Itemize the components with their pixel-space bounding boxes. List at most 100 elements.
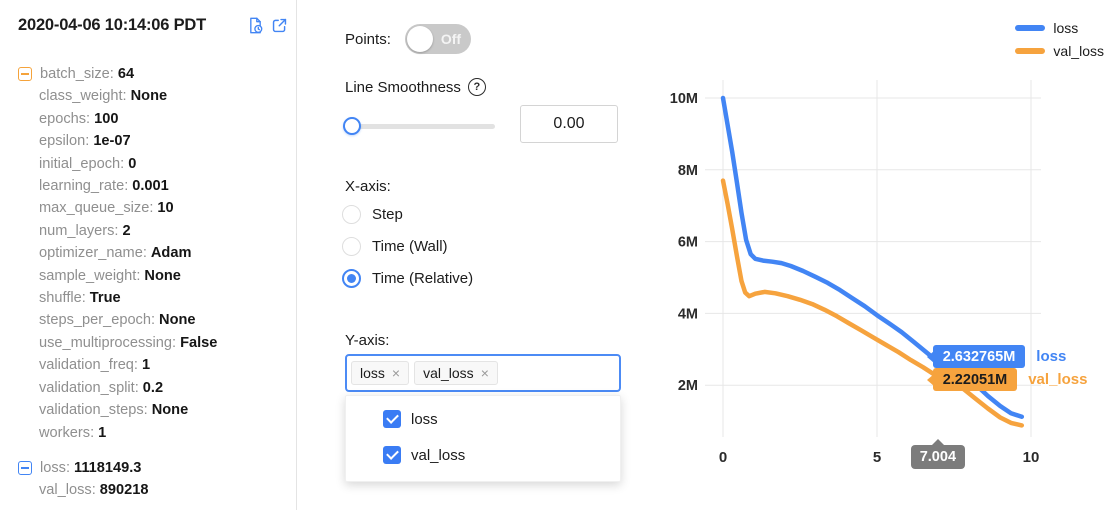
param-label: validation_steps: — [39, 402, 148, 419]
yaxis-label: Y-axis: — [345, 332, 390, 349]
chart-controls-panel: Points: Off Line Smoothness ? X-axis: St… — [298, 0, 638, 510]
param-value: 10 — [157, 200, 174, 217]
tooltip-value-box: 2.632765M — [926, 345, 1026, 369]
param-value: 2 — [122, 222, 131, 239]
param-label: optimizer_name: — [39, 245, 147, 262]
radio-option-time-wall[interactable]: Time (Wall) — [342, 236, 473, 256]
param-label: steps_per_epoch: — [39, 312, 156, 329]
legend-swatch — [1015, 25, 1046, 31]
xaxis-options: Step Time (Wall) Time (Relative) — [342, 204, 473, 300]
legend-item-val_loss[interactable]: val_loss — [1015, 43, 1104, 59]
tooltip-series-label: val_loss — [1028, 371, 1088, 389]
checkbox-icon[interactable] — [383, 410, 401, 428]
param-row: validation_steps: None — [18, 399, 296, 421]
smoothness-control: Line Smoothness ? — [345, 78, 486, 96]
tooltip-notch — [926, 350, 934, 363]
param-label: class_weight: — [39, 88, 127, 105]
collapse-minus-icon[interactable] — [18, 67, 32, 82]
param-row: num_layers: 2 — [18, 220, 296, 242]
run-header: 2020-04-06 10:14:06 PDT — [18, 16, 288, 35]
param-label: loss: — [40, 459, 71, 476]
param-label: shuffle: — [39, 290, 86, 307]
collapse-minus-icon[interactable] — [18, 461, 32, 476]
yaxis-tag-val_loss[interactable]: val_loss × — [414, 361, 498, 385]
param-value: None — [159, 312, 196, 329]
slider-track[interactable] — [343, 124, 495, 129]
x-cursor-notch — [931, 439, 944, 445]
x-tick-label: 0 — [719, 449, 727, 466]
param-row: steps_per_epoch: None — [18, 309, 296, 331]
param-label: workers: — [39, 424, 95, 441]
radio-icon — [342, 204, 361, 224]
param-label: initial_epoch: — [39, 155, 125, 172]
param-row: epsilon: 1e-07 — [18, 130, 296, 152]
tag-label: loss — [360, 365, 385, 381]
points-toggle[interactable]: Off — [404, 24, 471, 54]
smoothness-slider[interactable] — [343, 113, 495, 139]
param-label: max_queue_size: — [39, 200, 154, 217]
param-label: validation_split: — [39, 379, 139, 396]
param-tree: batch_size: 64 class_weight: None epochs: 100… — [18, 63, 296, 502]
checkbox-icon[interactable] — [383, 446, 401, 464]
param-value: None — [144, 267, 181, 284]
param-value: 100 — [94, 110, 119, 127]
param-row: class_weight: None — [18, 85, 296, 107]
param-label: num_layers: — [39, 222, 119, 239]
radio-option-step[interactable]: Step — [342, 204, 473, 224]
remove-tag-icon[interactable]: × — [391, 365, 401, 381]
param-value: 0.2 — [142, 379, 164, 396]
smoothness-input[interactable] — [520, 105, 618, 143]
chart-svg[interactable]: 2M 4M 6M 8M 10M 0 5 10 — [646, 0, 1116, 510]
help-icon[interactable]: ? — [467, 78, 486, 96]
param-row: validation_freq: 1 — [18, 354, 296, 376]
yaxis-dropdown: loss val_loss — [345, 395, 621, 482]
x-tick-label: 5 — [873, 449, 881, 466]
open-external-icon[interactable] — [271, 17, 288, 34]
x-cursor-tooltip: 7.004 — [910, 439, 966, 469]
yaxis-tag-loss[interactable]: loss × — [351, 361, 410, 385]
param-value: 64 — [117, 66, 135, 82]
tooltip-series-label: loss — [1036, 348, 1067, 366]
param-value: 890218 — [99, 482, 149, 499]
smoothness-label: Line Smoothness — [345, 78, 461, 96]
y-tick-label: 6M — [678, 235, 698, 251]
radio-label: Time (Wall) — [372, 237, 448, 255]
param-value: False — [180, 334, 218, 351]
param-group: batch_size: 64 class_weight: None epochs: 100… — [18, 63, 296, 444]
run-timestamp: 2020-04-06 10:14:06 PDT — [18, 16, 207, 34]
param-value: 1 — [98, 424, 107, 441]
yaxis-select[interactable]: loss × val_loss × — [345, 354, 621, 392]
points-label: Points: — [345, 30, 391, 48]
legend: loss val_loss — [1015, 20, 1104, 59]
y-tick-label: 10M — [670, 91, 698, 107]
remove-tag-icon[interactable]: × — [480, 365, 489, 381]
param-row: initial_epoch: 0 — [18, 153, 296, 175]
toggle-state-label: Off — [440, 31, 462, 47]
param-row: use_multiprocessing: False — [18, 332, 296, 354]
tooltip-value: 2.632765M — [942, 348, 1016, 365]
run-header-actions — [247, 17, 288, 34]
radio-label: Time (Relative) — [372, 269, 474, 287]
radio-icon — [342, 268, 361, 288]
file-history-icon[interactable] — [247, 17, 264, 34]
param-value: True — [89, 290, 121, 307]
param-row: optimizer_name: Adam — [18, 242, 296, 264]
param-value: Adam — [150, 245, 192, 262]
param-value: 0 — [128, 155, 137, 172]
tooltip-loss: 2.632765M loss — [926, 345, 1067, 369]
param-label: learning_rate: — [39, 178, 129, 195]
tooltip-val-loss: 2.22051M val_loss — [926, 368, 1088, 392]
chart-panel: 2M 4M 6M 8M 10M 0 5 10 loss val_loss 2.632765M l… — [646, 0, 1116, 510]
param-row: val_loss: 890218 — [18, 479, 296, 501]
param-row: validation_split: 0.2 — [18, 377, 296, 399]
param-row: batch_size: 64 — [18, 63, 296, 85]
slider-knob[interactable] — [343, 117, 361, 135]
dropdown-option-loss[interactable]: loss — [383, 409, 620, 429]
dropdown-option-val_loss[interactable]: val_loss — [383, 445, 620, 465]
radio-option-time-relative[interactable]: Time (Relative) — [342, 268, 473, 288]
points-control: Points: Off — [345, 24, 471, 54]
legend-item-loss[interactable]: loss — [1015, 20, 1104, 36]
param-row: loss: 1118149.3 — [18, 457, 296, 479]
param-value: None — [130, 88, 168, 105]
param-label: val_loss: — [39, 482, 96, 499]
